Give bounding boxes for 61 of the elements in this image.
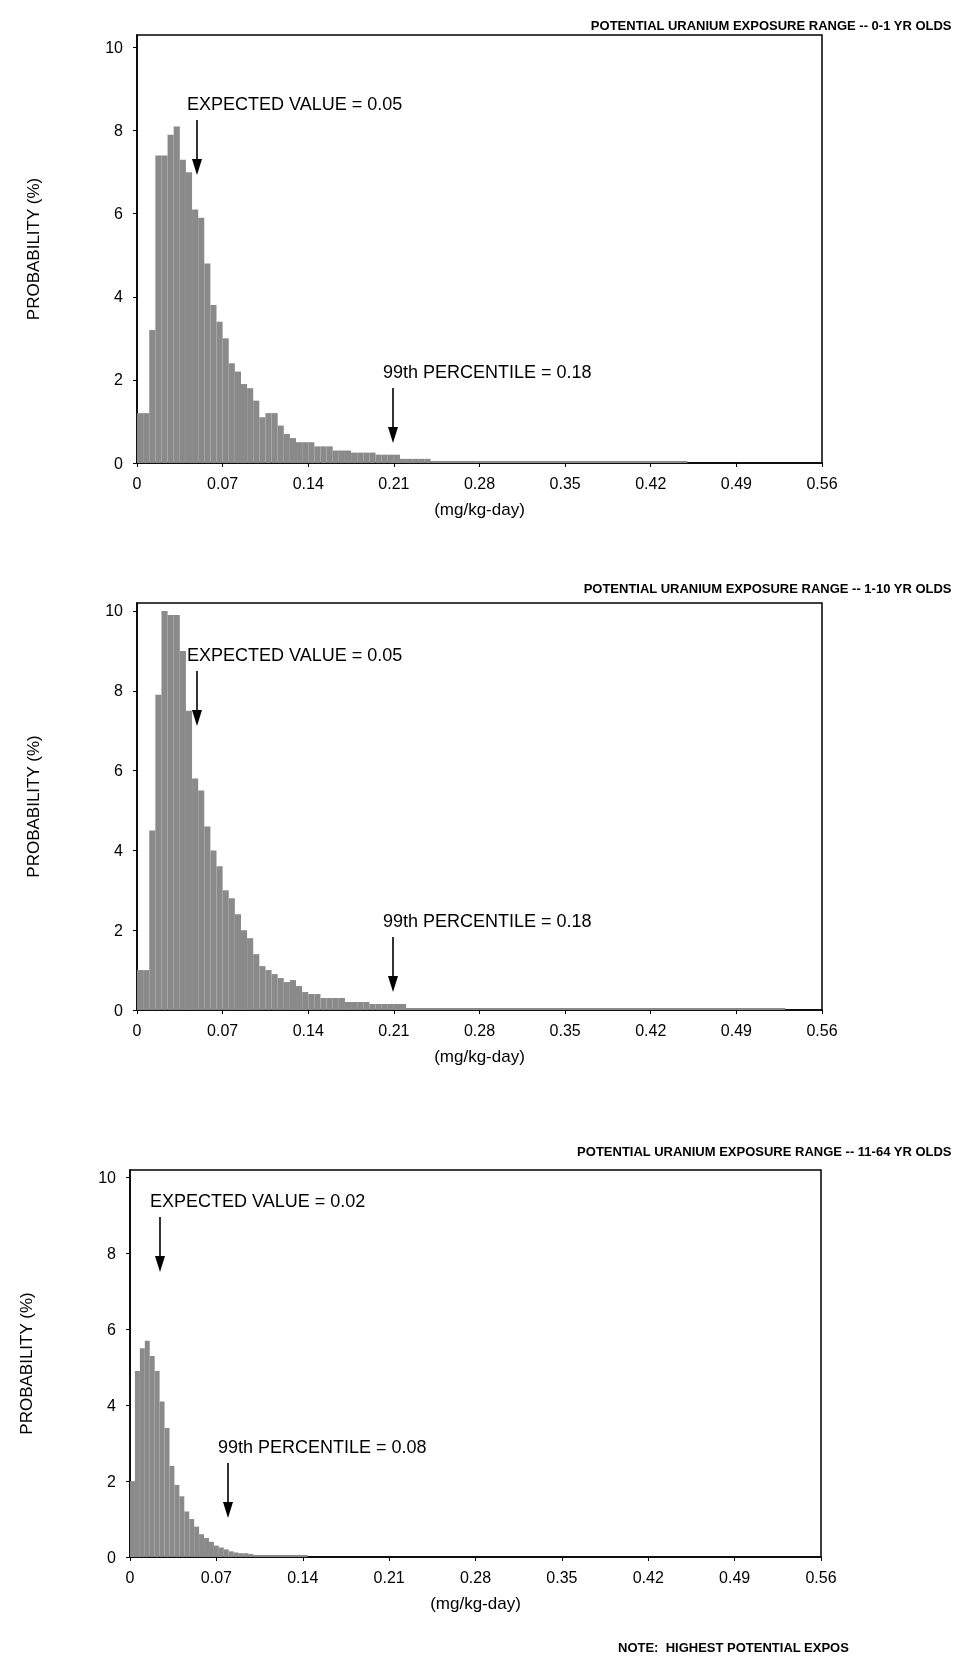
y-tick-label: 8 <box>114 682 124 700</box>
x-axis-title: (mg/kg-day) <box>434 1047 525 1066</box>
x-tick-label: 0.14 <box>287 1568 319 1586</box>
x-tick-label: 0 <box>132 474 142 492</box>
x-tick-label: 0 <box>125 1568 135 1586</box>
x-tick-label: 0.28 <box>459 1568 492 1586</box>
x-tick-label: 0.35 <box>549 474 581 492</box>
x-tick-label: 0.21 <box>378 474 410 492</box>
y-tick-label: 0 <box>114 454 124 472</box>
x-tick-label: 0.21 <box>373 1568 405 1586</box>
y-tick-label: 6 <box>114 205 124 223</box>
annotation: 99th PERCENTILE = 0.18 <box>383 911 592 931</box>
x-tick-label: 0.07 <box>207 474 239 492</box>
x-tick-label: 0.28 <box>463 1021 496 1039</box>
annotation: EXPECTED VALUE = 0.02 <box>150 1191 366 1211</box>
y-tick-label: 10 <box>105 38 124 56</box>
y-tick-label: 8 <box>107 1244 117 1262</box>
y-axis-title: PROBABILITY (%) <box>24 735 43 878</box>
y-tick-label: 10 <box>105 602 124 620</box>
y-axis-title: PROBABILITY (%) <box>17 1292 36 1435</box>
y-axis-title: PROBABILITY (%) <box>24 177 43 321</box>
x-tick-label: 0.07 <box>200 1568 233 1586</box>
x-tick-label: 0.28 <box>463 474 496 492</box>
y-tick-label: 6 <box>107 1320 117 1338</box>
y-tick-label: 8 <box>114 122 124 140</box>
y-tick-label: 4 <box>114 841 124 859</box>
x-tick-label: 0.35 <box>546 1568 578 1586</box>
y-tick-label: 4 <box>114 288 124 306</box>
y-tick-label: 6 <box>114 762 124 780</box>
x-tick-label: 0.56 <box>806 1021 838 1039</box>
x-tick-label: 0.21 <box>378 1021 410 1039</box>
text: NOTE: HIGHEST POTENTIAL EXPOS <box>618 1640 850 1655</box>
y-tick-label: 0 <box>114 1001 124 1019</box>
y-tick-label: 0 <box>107 1548 117 1566</box>
x-tick-label: 0.56 <box>805 1568 837 1586</box>
x-tick-label: 0.49 <box>720 1021 753 1039</box>
y-tick-label: 4 <box>107 1396 117 1414</box>
x-tick-label: 0.42 <box>635 1021 667 1039</box>
x-tick-label: 0.56 <box>806 474 838 492</box>
x-tick-label: 0.49 <box>719 1568 751 1586</box>
x-tick-label: 0 <box>132 1021 142 1039</box>
x-tick-label: 0.14 <box>292 474 324 492</box>
x-tick-label: 0.42 <box>635 474 667 492</box>
x-tick-label: 0.14 <box>292 1021 324 1039</box>
annotation: EXPECTED VALUE = 0.05 <box>187 645 403 665</box>
x-axis-title: (mg/kg-day) <box>430 1594 521 1613</box>
chart-title: POTENTIAL URANIUM EXPOSURE RANGE -- 1-10 YR OLDS <box>583 581 952 596</box>
x-tick-label: 0.35 <box>549 1021 581 1039</box>
x-tick-label: 0.49 <box>720 474 753 492</box>
annotation: EXPECTED VALUE = 0.05 <box>187 94 403 114</box>
y-tick-label: 2 <box>107 1472 117 1490</box>
x-tick-label: 0.42 <box>632 1568 664 1586</box>
chart-title: POTENTIAL URANIUM EXPOSURE RANGE -- 0-1 YR OLDS <box>590 18 952 33</box>
annotation: 99th PERCENTILE = 0.18 <box>383 362 592 382</box>
y-tick-label: 2 <box>114 371 124 389</box>
x-tick-label: 0.07 <box>207 1021 239 1039</box>
y-tick-label: 2 <box>114 921 124 939</box>
x-axis-title: (mg/kg-day) <box>434 500 525 519</box>
y-tick-label: 10 <box>98 1169 117 1187</box>
chart-title: POTENTIAL URANIUM EXPOSURE RANGE -- 11-64 YR OLDS <box>577 1144 952 1159</box>
annotation: 99th PERCENTILE = 0.08 <box>218 1437 427 1457</box>
